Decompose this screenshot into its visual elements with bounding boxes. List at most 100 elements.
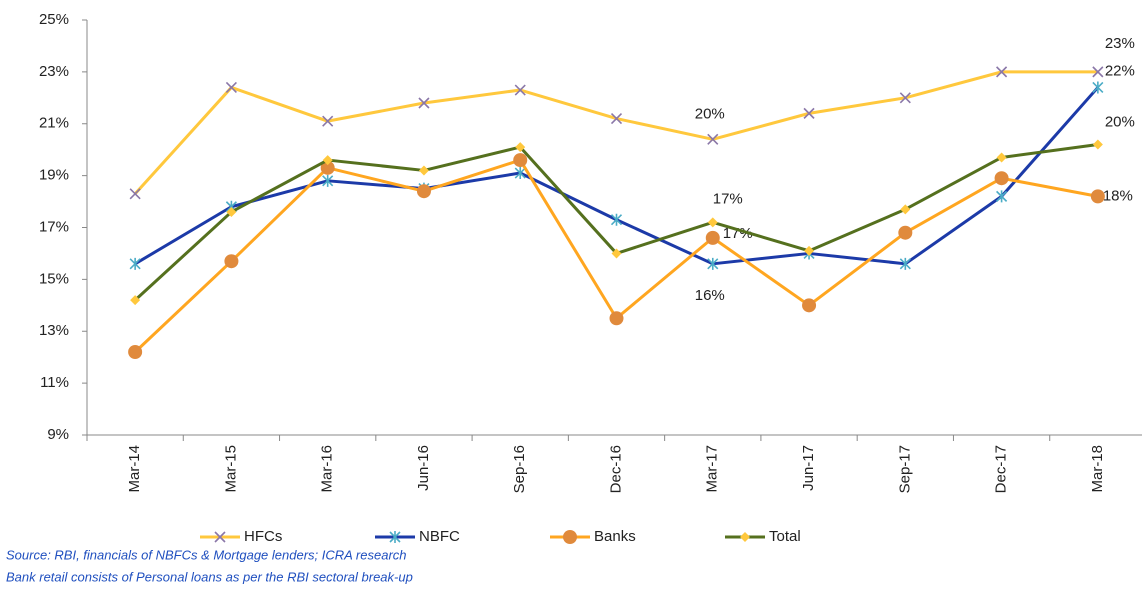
data-label: 16% — [695, 287, 725, 304]
marker — [418, 97, 430, 109]
marker — [803, 107, 815, 119]
marker — [514, 167, 526, 180]
marker-shape — [226, 206, 237, 217]
marker — [128, 345, 143, 359]
marker-shape — [563, 530, 577, 544]
data-label: 18% — [1103, 187, 1133, 204]
marker-shape — [320, 160, 335, 175]
source-note: Bank retail consists of Personal loans a… — [6, 569, 413, 584]
marker-shape — [610, 112, 623, 125]
marker-shape — [225, 81, 237, 94]
legend-marker — [563, 530, 577, 544]
marker — [129, 188, 141, 200]
marker — [224, 254, 239, 269]
x-tick-label: Mar-14 — [126, 445, 143, 493]
marker — [226, 206, 237, 217]
marker — [899, 92, 911, 104]
marker — [996, 190, 1008, 203]
y-tick-label: 11% — [40, 374, 69, 391]
marker-shape — [322, 174, 334, 187]
marker-shape — [214, 531, 226, 543]
x-tick-label: Dec-17 — [993, 445, 1010, 493]
marker — [804, 245, 815, 256]
marker-shape — [900, 204, 911, 215]
y-tick-label: 9% — [47, 426, 69, 443]
x-tick-label: Mar-17 — [704, 445, 721, 493]
marker-shape — [707, 217, 718, 228]
x-tick-label: Jun-17 — [800, 445, 817, 491]
data-label: 17% — [713, 190, 743, 207]
x-tick-label: Mar-15 — [222, 445, 239, 493]
marker — [322, 115, 334, 127]
marker — [225, 81, 237, 94]
series-line — [134, 70, 1098, 195]
marker — [1092, 66, 1104, 78]
legend-label: Banks — [594, 528, 636, 545]
y-tick-label: 19% — [39, 167, 69, 184]
series-line — [134, 86, 1099, 266]
marker-shape — [707, 133, 719, 145]
marker-shape — [1090, 189, 1105, 204]
marker-shape — [705, 230, 720, 245]
marker — [416, 184, 431, 199]
marker-shape — [611, 248, 622, 259]
marker-shape — [996, 66, 1008, 78]
marker — [994, 171, 1009, 186]
marker-shape — [322, 115, 334, 127]
marker-shape — [803, 107, 815, 119]
data-label: 20% — [1105, 113, 1135, 130]
marker — [418, 165, 429, 176]
marker-shape — [899, 257, 911, 270]
legend-item: Banks — [550, 528, 636, 545]
legend-label: Total — [769, 528, 801, 545]
marker-shape — [322, 155, 333, 166]
y-tick-label: 13% — [39, 322, 69, 339]
marker — [707, 133, 719, 145]
marker — [707, 257, 719, 270]
marker-shape — [996, 152, 1007, 163]
marker — [322, 174, 334, 187]
marker — [707, 217, 718, 228]
source-note: Source: RBI, financials of NBFCs & Mortg… — [6, 547, 407, 562]
marker-shape — [996, 190, 1008, 203]
marker-shape — [802, 298, 817, 313]
marker — [513, 153, 528, 168]
marker — [320, 160, 335, 175]
marker-shape — [740, 532, 750, 542]
marker — [996, 152, 1007, 163]
marker — [802, 298, 817, 313]
y-tick-label: 15% — [39, 270, 69, 287]
data-label: 17% — [723, 225, 753, 242]
marker — [705, 230, 720, 245]
marker-shape — [224, 254, 239, 269]
marker-shape — [707, 257, 719, 270]
legend-item: HFCs — [200, 528, 282, 545]
legend-item: NBFC — [375, 528, 460, 545]
y-tick-label: 17% — [39, 218, 69, 235]
legend-label: HFCs — [244, 528, 282, 545]
marker — [898, 225, 913, 240]
marker-shape — [609, 311, 624, 326]
marker-shape — [899, 92, 911, 104]
marker-shape — [514, 84, 526, 96]
marker-shape — [994, 171, 1009, 186]
marker-shape — [389, 531, 401, 543]
marker-shape — [1092, 81, 1104, 94]
marker-shape — [513, 153, 528, 168]
x-tick-label: Jun-16 — [415, 445, 432, 491]
legend-item: Total — [725, 528, 801, 545]
marker — [899, 257, 911, 270]
marker — [129, 257, 141, 270]
x-tick-label: Mar-16 — [319, 445, 336, 493]
legend-marker — [214, 531, 226, 543]
legend-label: NBFC — [419, 528, 460, 545]
x-tick-label: Sep-17 — [896, 445, 913, 493]
marker — [900, 204, 911, 215]
marker — [515, 142, 526, 153]
marker-shape — [515, 142, 526, 153]
marker-shape — [1092, 66, 1104, 78]
marker-shape — [416, 184, 431, 199]
data-label: 23% — [1105, 35, 1135, 52]
y-tick-label: 23% — [39, 63, 69, 80]
